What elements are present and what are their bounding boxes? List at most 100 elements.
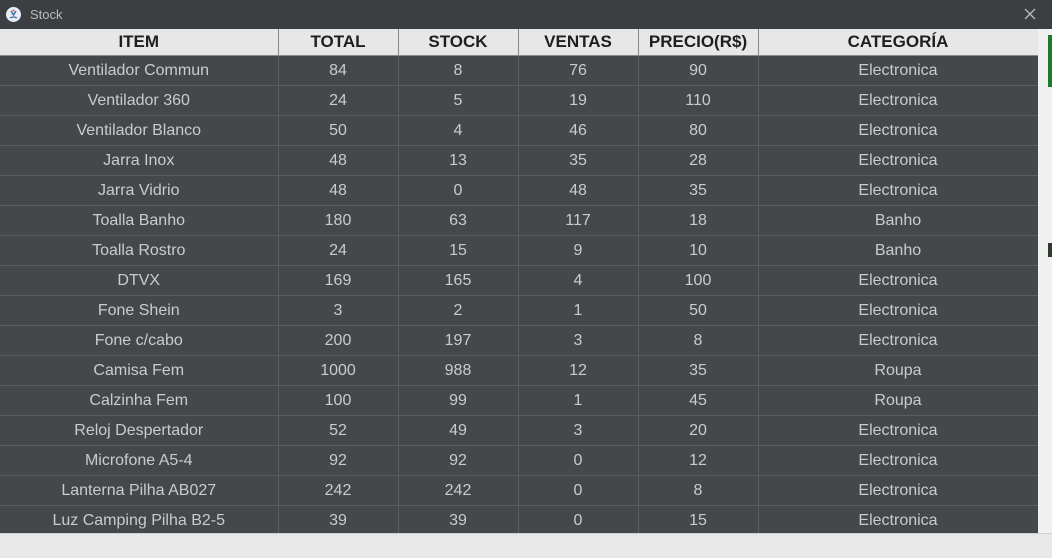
table-cell[interactable]: 99 [398,385,519,416]
table-cell[interactable]: 35 [638,355,759,386]
table-cell[interactable]: 3 [278,295,399,326]
column-header-item[interactable]: ITEM [0,29,279,56]
table-cell[interactable]: 19 [518,85,639,116]
column-header-stock[interactable]: STOCK [398,29,519,56]
table-cell[interactable]: 12 [518,355,639,386]
table-cell[interactable]: Electronica [758,415,1038,446]
table-cell[interactable]: 242 [398,475,519,506]
table-row[interactable]: Fone Shein 3 2 1 50 Electronica [0,295,1038,326]
table-cell[interactable]: Calzinha Fem [0,385,279,416]
table-cell[interactable]: Fone c/cabo [0,325,279,356]
table-cell[interactable]: Jarra Vidrio [0,175,279,206]
table-cell[interactable]: Banho [758,235,1038,266]
table-cell[interactable]: Luz Camping Pilha B2-5 [0,505,279,533]
scrollbar-thumb[interactable] [1048,35,1052,87]
table-cell[interactable]: Fone Shein [0,295,279,326]
table-row[interactable]: Lanterna Pilha AB027 242 242 0 8 Electronica [0,475,1038,506]
table-cell[interactable]: 48 [278,175,399,206]
table-cell[interactable]: 242 [278,475,399,506]
table-cell[interactable]: Roupa [758,355,1038,386]
table-row[interactable]: Jarra Vidrio 48 0 48 35 Electronica [0,175,1038,206]
table-cell[interactable]: Microfone A5-4 [0,445,279,476]
table-cell[interactable]: 49 [398,415,519,446]
table-cell[interactable]: 8 [398,55,519,86]
table-cell[interactable]: 24 [278,85,399,116]
table-cell[interactable]: Electronica [758,475,1038,506]
table-cell[interactable]: 63 [398,205,519,236]
table-cell[interactable]: 169 [278,265,399,296]
table-cell[interactable]: 110 [638,85,759,116]
table-cell[interactable]: 39 [278,505,399,533]
table-cell[interactable]: Ventilador Commun [0,55,279,86]
table-cell[interactable]: 50 [638,295,759,326]
table-cell[interactable]: 0 [518,445,639,476]
table-cell[interactable]: 3 [518,415,639,446]
table-cell[interactable]: 35 [518,145,639,176]
table-row[interactable]: DTVX 169 165 4 100 Electronica [0,265,1038,296]
table-cell[interactable]: 200 [278,325,399,356]
table-row[interactable]: Calzinha Fem 100 99 1 45 Roupa [0,385,1038,416]
table-cell[interactable]: 100 [638,265,759,296]
table-cell[interactable]: 3 [518,325,639,356]
column-header-ventas[interactable]: VENTAS [518,29,639,56]
table-cell[interactable]: Roupa [758,385,1038,416]
table-cell[interactable]: Electronica [758,115,1038,146]
table-row[interactable]: Toalla Banho 180 63 117 18 Banho [0,205,1038,236]
table-cell[interactable]: 2 [398,295,519,326]
table-cell[interactable]: 80 [638,115,759,146]
table-row[interactable]: Toalla Rostro 24 15 9 10 Banho [0,235,1038,266]
table-cell[interactable]: Electronica [758,85,1038,116]
table-cell[interactable]: 8 [638,325,759,356]
table-cell[interactable]: 1000 [278,355,399,386]
column-header-precio-r[interactable]: PRECIO(R$) [638,29,759,56]
table-cell[interactable]: Camisa Fem [0,355,279,386]
table-cell[interactable]: Electronica [758,145,1038,176]
table-cell[interactable]: 1 [518,385,639,416]
table-cell[interactable]: 0 [518,475,639,506]
table-cell[interactable]: Jarra Inox [0,145,279,176]
table-cell[interactable]: 15 [638,505,759,533]
table-cell[interactable]: Toalla Banho [0,205,279,236]
table-cell[interactable]: 76 [518,55,639,86]
table-cell[interactable]: 45 [638,385,759,416]
table-cell[interactable]: 18 [638,205,759,236]
table-cell[interactable]: 197 [398,325,519,356]
table-cell[interactable]: Electronica [758,505,1038,533]
table-cell[interactable]: 35 [638,175,759,206]
table-cell[interactable]: 92 [278,445,399,476]
table-cell[interactable]: Electronica [758,265,1038,296]
table-cell[interactable]: 180 [278,205,399,236]
table-cell[interactable]: Lanterna Pilha AB027 [0,475,279,506]
table-cell[interactable]: 10 [638,235,759,266]
table-row[interactable]: Ventilador Blanco 50 4 46 80 Electronica [0,115,1038,146]
table-cell[interactable]: 46 [518,115,639,146]
column-header-total[interactable]: TOTAL [278,29,399,56]
close-icon[interactable] [1022,6,1038,22]
column-header-categor-a[interactable]: CATEGORÍA [758,29,1038,56]
table-row[interactable]: Camisa Fem 1000 988 12 35 Roupa [0,355,1038,386]
table-cell[interactable]: 28 [638,145,759,176]
table-cell[interactable]: 117 [518,205,639,236]
table-cell[interactable]: 988 [398,355,519,386]
table-cell[interactable]: Electronica [758,55,1038,86]
table-cell[interactable]: Ventilador 360 [0,85,279,116]
table-row[interactable]: Fone c/cabo 200 197 3 8 Electronica [0,325,1038,356]
table-row[interactable]: Ventilador 360 24 5 19 110 Electronica [0,85,1038,116]
table-cell[interactable]: Electronica [758,295,1038,326]
table-cell[interactable]: 4 [518,265,639,296]
table-row[interactable]: Jarra Inox 48 13 35 28 Electronica [0,145,1038,176]
table-cell[interactable]: 4 [398,115,519,146]
table-cell[interactable]: DTVX [0,265,279,296]
table-cell[interactable]: 0 [518,505,639,533]
vertical-scrollbar[interactable] [1038,29,1052,533]
table-cell[interactable]: 48 [278,145,399,176]
table-cell[interactable]: 90 [638,55,759,86]
table-cell[interactable]: 24 [278,235,399,266]
table-cell[interactable]: 84 [278,55,399,86]
table-row[interactable]: Luz Camping Pilha B2-5 39 39 0 15 Electronica [0,505,1038,533]
table-cell[interactable]: 0 [398,175,519,206]
table-row[interactable]: Reloj Despertador 52 49 3 20 Electronica [0,415,1038,446]
table-cell[interactable]: 48 [518,175,639,206]
table-row[interactable]: Ventilador Commun 84 8 76 90 Electronica [0,55,1038,86]
table-cell[interactable]: 9 [518,235,639,266]
